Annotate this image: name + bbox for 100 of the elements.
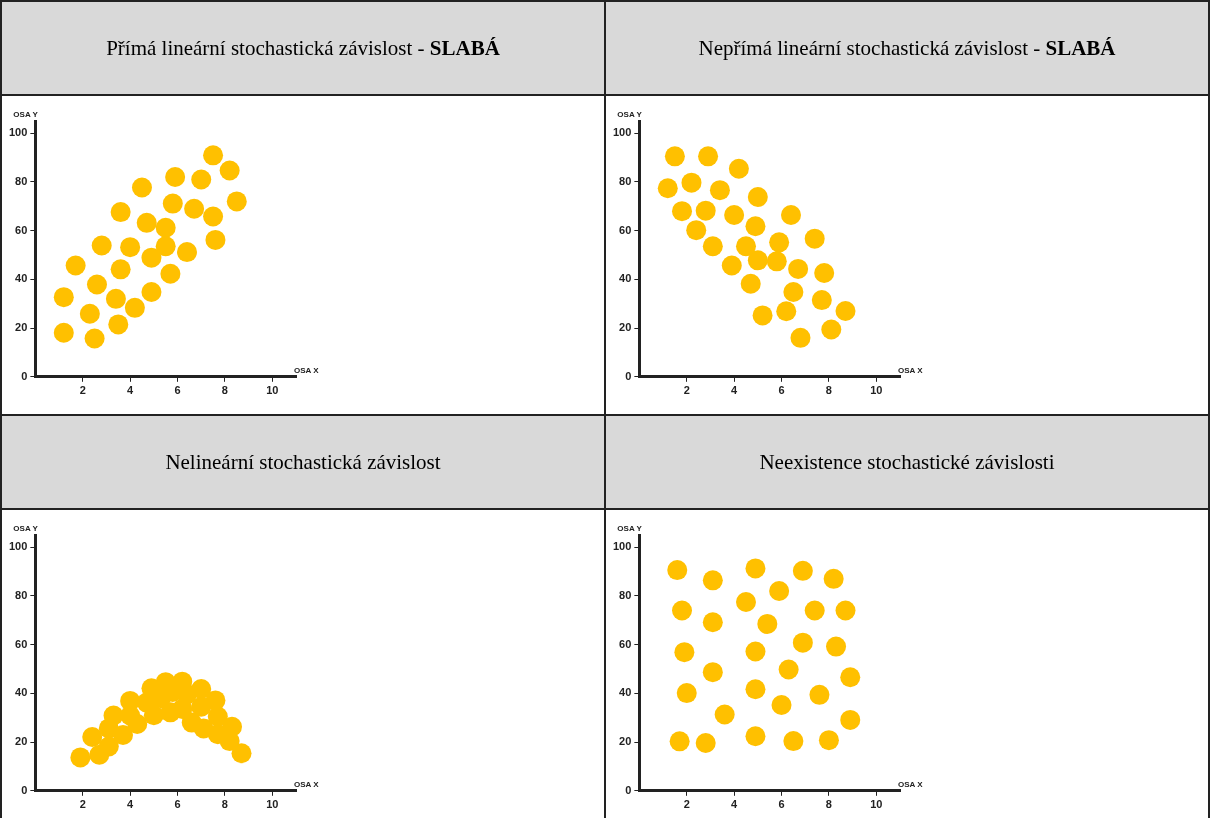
x-axis-title: OSA X xyxy=(898,366,924,375)
x-tick-label: 2 xyxy=(79,798,86,811)
point xyxy=(82,726,103,747)
y-tick-label: 100 xyxy=(612,126,632,139)
x-tick-label: 2 xyxy=(79,384,86,397)
point xyxy=(127,714,148,735)
chart-title: Přímá lineární stochastická závislost - SLABÁ xyxy=(1,1,605,95)
y-tick-label: 80 xyxy=(619,588,632,601)
x-tick-label: 2 xyxy=(683,798,690,811)
point xyxy=(783,282,804,303)
point xyxy=(778,659,799,680)
point xyxy=(792,560,813,581)
x-tick-label: 8 xyxy=(825,384,832,397)
point xyxy=(790,327,811,348)
x-axis-title: OSA X xyxy=(294,366,320,375)
x-tick-label: 10 xyxy=(266,798,279,811)
point xyxy=(840,667,861,688)
point xyxy=(714,704,735,725)
point xyxy=(783,731,804,752)
point xyxy=(776,301,797,322)
point xyxy=(79,303,100,324)
point xyxy=(724,205,745,226)
point xyxy=(657,178,678,199)
point xyxy=(735,592,756,612)
point xyxy=(702,570,723,591)
y-tick-label: 40 xyxy=(15,272,28,285)
point xyxy=(70,747,91,768)
point xyxy=(110,202,131,223)
point xyxy=(124,297,145,318)
y-tick-label: 20 xyxy=(15,735,28,748)
point xyxy=(231,743,252,764)
point xyxy=(120,690,141,711)
y-axis-title: OSA Y xyxy=(617,524,643,534)
x-tick-label: 4 xyxy=(127,798,135,811)
point xyxy=(91,235,112,256)
point xyxy=(191,678,212,699)
y-tick-label: 0 xyxy=(21,369,28,382)
x-tick-label: 10 xyxy=(870,798,883,811)
point xyxy=(788,258,809,279)
chart-title: Nelineární stochastická závislost xyxy=(1,415,605,509)
point xyxy=(108,314,129,335)
point xyxy=(65,255,86,276)
y-axis-title: OSA Y xyxy=(13,524,39,534)
point xyxy=(792,632,813,653)
y-tick-label: 20 xyxy=(619,735,632,748)
point xyxy=(191,169,212,190)
point xyxy=(771,695,792,716)
y-tick-label: 40 xyxy=(619,686,632,699)
point xyxy=(809,684,830,705)
point xyxy=(155,217,176,238)
point xyxy=(702,236,723,257)
point xyxy=(745,216,766,237)
point xyxy=(674,642,695,663)
point xyxy=(672,201,692,222)
point xyxy=(203,145,224,166)
point xyxy=(769,581,790,602)
point xyxy=(676,683,697,704)
point xyxy=(98,736,119,757)
y-tick-label: 80 xyxy=(15,588,28,601)
y-tick-label: 40 xyxy=(619,272,632,285)
point xyxy=(804,228,825,249)
point xyxy=(752,305,773,326)
x-tick-label: 6 xyxy=(778,384,785,397)
x-tick-label: 10 xyxy=(266,384,279,397)
point xyxy=(740,273,761,294)
point xyxy=(120,237,141,258)
x-tick-label: 6 xyxy=(174,798,181,811)
point xyxy=(698,146,719,167)
point xyxy=(219,160,240,181)
point xyxy=(155,236,176,257)
point xyxy=(165,167,186,188)
y-tick-label: 100 xyxy=(612,540,632,553)
y-tick-label: 20 xyxy=(15,321,28,334)
point xyxy=(86,274,107,295)
y-axis-title: OSA Y xyxy=(13,110,39,120)
y-tick-label: 60 xyxy=(619,223,632,236)
point xyxy=(84,328,105,349)
point xyxy=(226,191,247,212)
point xyxy=(162,193,183,214)
point xyxy=(686,220,707,241)
x-tick-label: 8 xyxy=(221,384,228,397)
y-tick-label: 60 xyxy=(15,223,28,236)
point xyxy=(835,301,856,322)
point xyxy=(745,641,766,662)
point xyxy=(728,158,749,179)
point xyxy=(53,287,74,308)
point xyxy=(747,250,768,271)
point xyxy=(745,726,766,747)
point xyxy=(745,558,766,579)
x-tick-label: 4 xyxy=(731,798,739,811)
point xyxy=(53,322,74,343)
point xyxy=(804,600,825,621)
x-tick-label: 4 xyxy=(731,384,739,397)
x-tick-label: 8 xyxy=(825,798,832,811)
point xyxy=(681,172,702,193)
x-tick-label: 6 xyxy=(174,384,181,397)
point xyxy=(826,636,847,657)
point xyxy=(811,290,832,311)
point xyxy=(757,613,778,634)
x-tick-label: 6 xyxy=(778,798,785,811)
